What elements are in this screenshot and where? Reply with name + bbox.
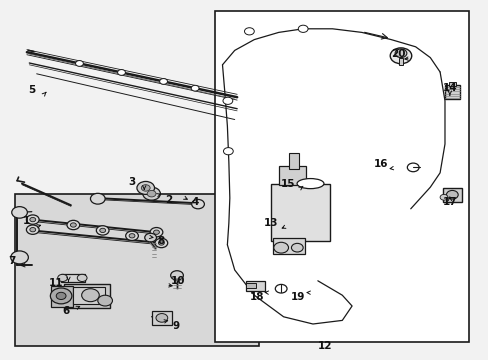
Text: 18: 18 <box>249 292 264 302</box>
Circle shape <box>129 234 135 238</box>
Circle shape <box>58 274 67 282</box>
Text: 10: 10 <box>171 276 185 286</box>
Text: 8: 8 <box>158 236 164 246</box>
Text: 6: 6 <box>62 306 69 316</box>
Circle shape <box>26 225 39 234</box>
Bar <box>215 11 468 342</box>
Circle shape <box>100 228 105 233</box>
Bar <box>151 311 172 325</box>
Text: 19: 19 <box>290 292 305 302</box>
Circle shape <box>446 190 457 199</box>
Text: 20: 20 <box>390 49 405 59</box>
Circle shape <box>298 25 307 32</box>
Circle shape <box>11 251 28 264</box>
Circle shape <box>30 228 36 232</box>
Circle shape <box>170 271 183 280</box>
Bar <box>63 284 110 308</box>
Circle shape <box>12 207 27 218</box>
Circle shape <box>70 223 76 227</box>
Text: 13: 13 <box>264 218 278 228</box>
Circle shape <box>144 233 156 242</box>
Text: 2: 2 <box>165 195 172 205</box>
Circle shape <box>98 295 112 306</box>
Text: 5: 5 <box>28 85 35 95</box>
Bar <box>442 188 461 202</box>
Circle shape <box>159 78 167 84</box>
Text: 11: 11 <box>49 278 63 288</box>
Circle shape <box>389 48 411 64</box>
Bar <box>245 283 255 288</box>
Circle shape <box>125 231 138 240</box>
Circle shape <box>77 274 87 282</box>
Circle shape <box>137 181 154 194</box>
Text: 4: 4 <box>191 197 199 207</box>
Circle shape <box>223 97 232 104</box>
Bar <box>398 58 403 65</box>
Circle shape <box>223 148 233 155</box>
Circle shape <box>191 85 199 91</box>
Circle shape <box>141 185 150 191</box>
Text: 1: 1 <box>23 216 30 226</box>
Text: 12: 12 <box>317 341 332 351</box>
Circle shape <box>67 220 80 230</box>
Bar <box>444 85 459 99</box>
Circle shape <box>407 163 418 172</box>
Circle shape <box>191 199 204 209</box>
Text: 14: 14 <box>442 83 456 93</box>
Circle shape <box>96 226 109 235</box>
Circle shape <box>117 69 125 75</box>
Text: 7: 7 <box>8 256 16 266</box>
Bar <box>272 238 304 254</box>
Bar <box>288 153 299 169</box>
Text: 15: 15 <box>281 179 295 189</box>
Circle shape <box>275 284 286 293</box>
Circle shape <box>26 215 39 224</box>
Circle shape <box>147 190 156 197</box>
Circle shape <box>158 241 164 245</box>
Circle shape <box>394 49 406 58</box>
Text: 3: 3 <box>128 177 135 187</box>
Circle shape <box>30 217 36 222</box>
Bar <box>278 166 305 185</box>
Circle shape <box>150 228 163 237</box>
Circle shape <box>155 238 167 248</box>
Bar <box>271 184 329 241</box>
Circle shape <box>153 230 159 234</box>
Circle shape <box>273 242 288 253</box>
Bar <box>73 287 105 304</box>
Bar <box>448 82 455 86</box>
Circle shape <box>81 289 99 302</box>
Circle shape <box>439 194 447 200</box>
Bar <box>245 281 264 291</box>
Text: 9: 9 <box>172 321 179 331</box>
Circle shape <box>156 314 167 322</box>
Circle shape <box>90 193 105 204</box>
Circle shape <box>75 60 83 66</box>
Circle shape <box>56 292 66 300</box>
Circle shape <box>50 288 72 304</box>
Bar <box>51 286 73 307</box>
Circle shape <box>142 187 160 200</box>
Bar <box>61 274 84 282</box>
Text: 16: 16 <box>373 159 388 169</box>
Bar <box>15 194 259 346</box>
Circle shape <box>291 243 303 252</box>
Text: 17: 17 <box>442 197 456 207</box>
Circle shape <box>244 28 254 35</box>
Ellipse shape <box>297 179 323 189</box>
